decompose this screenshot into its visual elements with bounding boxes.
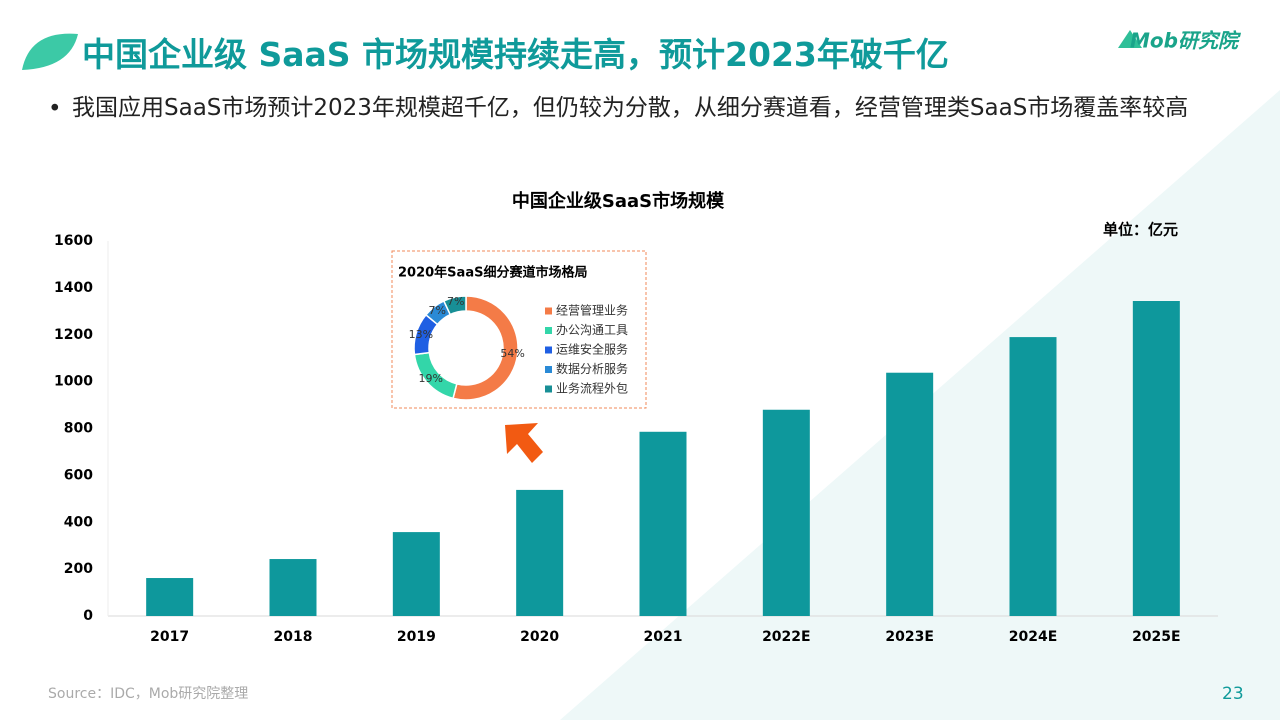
y-tick-label: 1400: [54, 280, 93, 296]
bar: [762, 409, 810, 616]
slide-title: 中国企业级 SaaS 市场规模持续走高，预计2023年破千亿: [82, 35, 949, 74]
bar: [1132, 301, 1180, 616]
value-label: 7%: [428, 304, 445, 317]
legend-swatch: [545, 366, 552, 373]
y-tick-label: 800: [64, 421, 93, 437]
bar: [392, 532, 440, 616]
legend-swatch: [545, 346, 552, 354]
page-number: 23: [1222, 684, 1244, 704]
unit-label: 单位：亿元: [1103, 221, 1178, 239]
value-label: 7%: [447, 295, 464, 308]
legend-label: 经营管理业务: [556, 303, 628, 318]
pie-slice: [452, 295, 519, 401]
x-tick-label: 2024E: [1009, 629, 1058, 645]
bullet-dot: •: [48, 96, 62, 122]
y-tick-label: 200: [64, 561, 93, 577]
inset-title: 2020年SaaS细分赛道市场格局: [398, 265, 587, 281]
x-tick-label: 2019: [397, 629, 436, 645]
y-tick-label: 400: [64, 514, 93, 530]
chart-title: 中国企业级SaaS市场规模: [512, 190, 725, 212]
legend-label: 办公沟通工具: [556, 322, 628, 337]
leaf-icon: [22, 33, 78, 70]
x-tick-label: 2020: [520, 629, 559, 645]
bar: [1009, 337, 1057, 616]
x-tick-label: 2023E: [885, 629, 934, 645]
x-tick-label: 2018: [274, 629, 313, 645]
logo-icon: [1118, 30, 1142, 48]
legend-label: 业务流程外包: [556, 381, 628, 396]
value-label: 13%: [409, 328, 433, 341]
bullet-text: 我国应用SaaS市场预计2023年规模超千亿，但仍较为分散，从细分赛道看，经营管…: [72, 95, 1189, 121]
y-tick-label: 600: [64, 467, 93, 483]
x-tick-label: 2021: [644, 629, 683, 645]
legend-swatch: [545, 385, 552, 393]
bar: [516, 489, 564, 616]
legend-swatch: [545, 307, 552, 315]
legend-label: 运维安全服务: [556, 342, 628, 357]
arrow: [505, 423, 543, 463]
bar: [146, 578, 194, 616]
source: Source：IDC，Mob研究院整理: [48, 686, 249, 702]
bar: [886, 372, 934, 616]
pie-slice: [442, 295, 467, 316]
bar: [269, 559, 317, 616]
y-tick-label: 0: [83, 608, 93, 624]
y-tick-label: 1200: [54, 327, 93, 343]
x-tick-label: 2025E: [1132, 629, 1181, 645]
bar: [639, 431, 687, 616]
value-label: 19%: [419, 372, 443, 385]
y-tick-label: 1600: [54, 233, 93, 249]
value-label: 54%: [500, 347, 524, 360]
x-tick-label: 2017: [150, 629, 189, 645]
y-tick-label: 1000: [54, 374, 93, 390]
x-tick-label: 2022E: [762, 629, 811, 645]
logo: Mob研究院: [1130, 29, 1242, 53]
legend-swatch: [545, 327, 552, 334]
legend-label: 数据分析服务: [556, 361, 628, 376]
